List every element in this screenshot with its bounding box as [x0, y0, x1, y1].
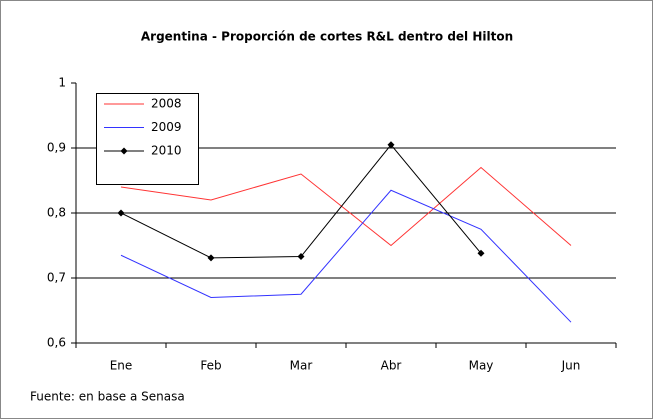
source-note: Fuente: en base a Senasa [30, 390, 185, 404]
point-marker [477, 249, 485, 257]
x-tick-label: May [469, 359, 494, 373]
point-marker [297, 253, 305, 261]
y-tick-label: 0,8 [47, 206, 66, 220]
x-tick-label: Feb [200, 359, 221, 373]
series-line [120, 189, 572, 323]
point-marker [207, 254, 215, 262]
x-tick-label: Jun [561, 359, 581, 373]
legend-label: 2010 [151, 144, 182, 158]
y-tick-label: 0,9 [47, 141, 66, 155]
y-tick-label: 0,6 [47, 336, 66, 350]
x-tick-label: Abr [381, 359, 402, 373]
point-marker [387, 141, 395, 149]
x-tick-label: Mar [290, 359, 313, 373]
y-tick-label: 1 [58, 76, 66, 90]
legend-box [96, 93, 199, 185]
y-tick-label: 0,7 [47, 271, 66, 285]
legend-marker [120, 147, 128, 155]
point-marker [117, 209, 125, 217]
x-tick-label: Ene [110, 359, 133, 373]
legend-label: 2009 [151, 120, 182, 134]
legend-label: 2008 [151, 97, 182, 111]
chart-title: Argentina - Proporción de cortes R&L den… [141, 30, 513, 44]
series-line [120, 166, 572, 247]
